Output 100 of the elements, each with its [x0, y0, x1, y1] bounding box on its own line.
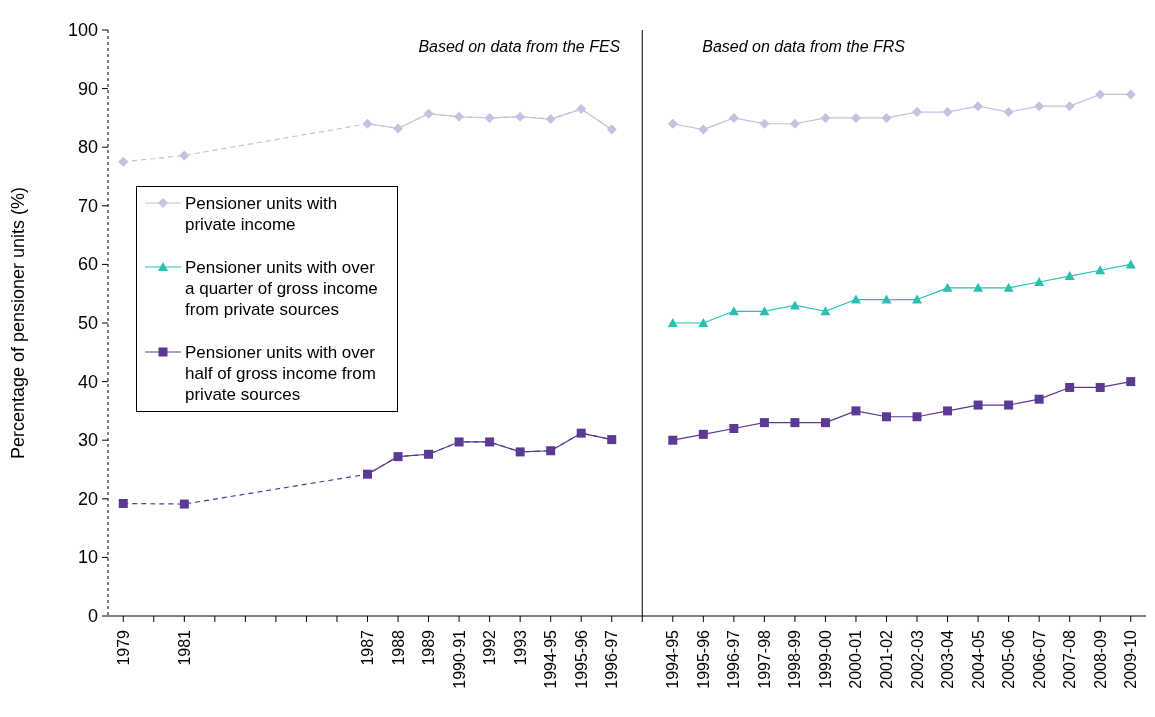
point	[728, 112, 739, 123]
x-tick-label: 2002-03	[908, 629, 926, 689]
point	[942, 107, 953, 118]
point	[698, 318, 709, 327]
point	[850, 294, 861, 304]
point	[454, 111, 465, 122]
point	[789, 118, 800, 129]
point	[179, 499, 189, 509]
x-tick-label: 1994-95	[542, 629, 560, 689]
point	[1034, 394, 1044, 404]
point	[851, 406, 861, 416]
point	[1003, 107, 1014, 118]
annotation: Based on data from the FRS	[702, 38, 906, 56]
point	[973, 400, 983, 410]
point	[667, 318, 678, 327]
x-tick-label: 2005-06	[1000, 629, 1018, 689]
x-tick-label: 1979	[114, 629, 132, 666]
point	[820, 306, 831, 316]
y-tick-label: 100	[67, 20, 98, 40]
y-axis-title: Percentage of pensioner units (%)	[8, 186, 29, 460]
point	[728, 306, 739, 316]
point	[393, 452, 403, 462]
point	[1034, 101, 1045, 112]
point	[759, 418, 769, 428]
point	[882, 412, 891, 422]
point	[1125, 259, 1136, 269]
point	[698, 124, 709, 135]
x-tick-label: 2008-09	[1091, 629, 1109, 689]
point	[790, 418, 800, 428]
point	[912, 294, 923, 304]
point	[973, 282, 984, 292]
point	[545, 114, 556, 125]
point	[607, 435, 617, 445]
x-tick-label: 1990-91	[450, 629, 468, 689]
point	[943, 406, 953, 416]
point	[484, 112, 495, 123]
point	[789, 300, 800, 310]
y-tick-label: 30	[77, 430, 98, 451]
x-tick-label: 1997-98	[755, 629, 773, 689]
point	[179, 150, 190, 161]
y-tick-label: 40	[77, 371, 98, 392]
point	[515, 447, 525, 457]
x-tick-label: 2007-08	[1061, 629, 1079, 689]
point	[912, 107, 923, 118]
point	[546, 446, 556, 456]
point	[1064, 101, 1075, 112]
x-tick-label: 1994-95	[664, 629, 682, 689]
y-tick-label: 50	[77, 313, 98, 333]
point	[485, 437, 495, 447]
x-tick-label: 1992	[481, 629, 499, 666]
x-tick-label: 2003-04	[939, 629, 957, 689]
x-tick-label: 1996-97	[725, 629, 743, 689]
point	[973, 101, 984, 112]
point	[820, 112, 831, 123]
y-tick-label: 0	[87, 606, 98, 626]
point	[668, 435, 678, 445]
point	[1064, 271, 1075, 281]
point	[1095, 89, 1106, 100]
point	[454, 437, 464, 447]
point	[759, 306, 770, 316]
y-tick-label: 60	[77, 254, 98, 275]
x-tick-label: 1987	[359, 629, 376, 666]
y-tick-label: 10	[77, 547, 98, 568]
y-tick-label: 90	[77, 78, 98, 99]
point	[912, 412, 922, 422]
point	[118, 498, 128, 508]
point	[576, 104, 587, 115]
point	[393, 123, 404, 134]
point	[1003, 282, 1014, 292]
annotation: Based on data from the FES	[418, 38, 621, 56]
point	[515, 111, 526, 122]
y-tick-label: 20	[77, 488, 98, 509]
point	[362, 118, 373, 129]
x-tick-label: 1996-97	[603, 629, 621, 689]
point	[1065, 382, 1075, 392]
point	[881, 112, 892, 123]
point	[1126, 377, 1136, 387]
point	[118, 156, 129, 167]
point	[1034, 276, 1045, 286]
legend-label: Pensioner units with over half of gross income from private sources	[185, 342, 377, 405]
point	[820, 418, 830, 428]
point	[423, 108, 434, 119]
point	[363, 469, 372, 479]
point	[606, 124, 617, 135]
x-tick-label: 2006-07	[1030, 629, 1048, 689]
point	[942, 282, 953, 292]
x-tick-label: 2000-01	[847, 629, 865, 689]
x-tick-label: 1999-00	[816, 629, 834, 689]
legend-label: Pensioner units with private income	[185, 193, 339, 235]
point	[881, 294, 892, 304]
point	[850, 112, 861, 123]
point	[759, 118, 770, 129]
point	[698, 429, 708, 439]
point	[1004, 400, 1014, 410]
x-tick-label: 1988	[389, 629, 407, 666]
x-tick-label: 2009-10	[1122, 629, 1140, 689]
y-tick-label: 70	[77, 195, 98, 216]
point	[576, 428, 586, 438]
point	[1095, 265, 1106, 275]
x-tick-label: 1993	[511, 629, 529, 666]
